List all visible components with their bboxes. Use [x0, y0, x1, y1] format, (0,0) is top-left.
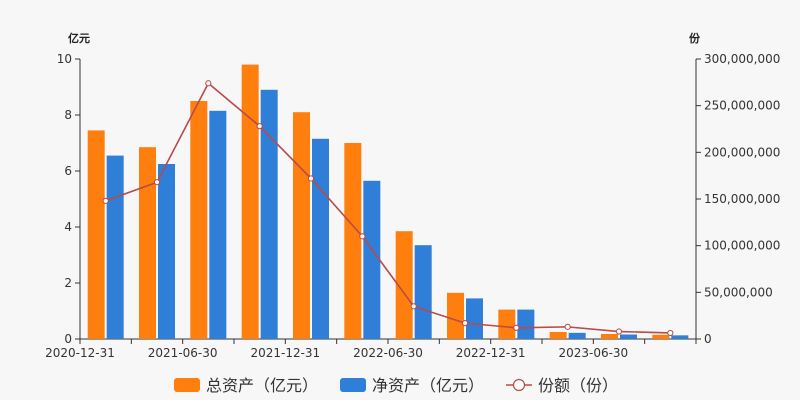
bar — [549, 332, 567, 339]
x-tick-label: 2020-12-31 — [45, 346, 115, 360]
share-point — [564, 323, 571, 330]
left-axis-unit: 亿元 — [68, 31, 90, 45]
share-point — [256, 123, 263, 130]
share-line-path — [105, 82, 671, 334]
x-tick-label: 2022-12-31 — [456, 346, 526, 360]
share-point — [205, 80, 212, 87]
share-point — [359, 233, 366, 240]
bar — [447, 292, 464, 339]
legend-label: 净资产（亿元） — [372, 376, 484, 395]
legend-item[interactable]: 份额（份） — [506, 376, 618, 395]
x-tick-label: 2021-06-30 — [148, 346, 218, 360]
left-tick-label: 6 — [64, 164, 72, 178]
legend-marker — [512, 378, 526, 392]
bar — [87, 130, 105, 339]
right-tick-label: 0 — [704, 332, 712, 346]
bar — [209, 110, 227, 339]
legend-label: 份额（份） — [538, 376, 618, 395]
bar — [312, 138, 329, 339]
axes: 0 2 4 6 8 10 0 50,000,000 100,000,000 150,000,000… — [45, 52, 780, 360]
bar — [363, 180, 381, 339]
share-point — [667, 329, 674, 337]
legend-swatch — [174, 378, 200, 392]
x-tick-label: 2021-12-31 — [250, 346, 320, 360]
right-tick-label: 200,000,000 — [704, 145, 780, 159]
bar — [568, 332, 586, 339]
bar — [466, 298, 483, 339]
legend-item[interactable]: 总资产（亿元） — [174, 376, 318, 395]
legend[interactable]: 总资产（亿元） 净资产（亿元） 份额（份） — [174, 376, 618, 395]
x-tick-label: 2022-06-30 — [353, 346, 423, 360]
share-point — [410, 303, 417, 310]
bar — [260, 89, 278, 339]
bar — [293, 112, 310, 339]
left-tick-label: 10 — [57, 52, 72, 66]
left-tick-label: 8 — [64, 108, 72, 122]
legend-label: 总资产（亿元） — [206, 376, 318, 395]
right-axis-unit: 份 — [689, 31, 701, 45]
share-point — [307, 175, 315, 182]
bar — [241, 64, 259, 339]
bar — [106, 155, 124, 339]
share-point — [615, 328, 623, 335]
bar — [344, 143, 362, 339]
left-tick-label: 4 — [64, 220, 72, 234]
bar — [190, 101, 208, 339]
right-tick-label: 50,000,000 — [704, 285, 773, 299]
bar — [139, 147, 156, 339]
share-line — [102, 80, 674, 337]
right-tick-label: 150,000,000 — [704, 192, 780, 206]
left-tick-label: 0 — [64, 332, 72, 346]
bars — [87, 64, 689, 339]
bar — [652, 334, 670, 339]
bar — [395, 231, 413, 339]
right-tick-label: 250,000,000 — [704, 99, 780, 113]
bar — [601, 333, 618, 339]
bar — [517, 309, 535, 339]
share-point — [153, 179, 161, 186]
share-point — [102, 197, 109, 204]
left-tick-label: 2 — [64, 276, 72, 290]
right-tick-label: 300,000,000 — [704, 52, 780, 66]
bar — [498, 309, 516, 339]
bar — [671, 335, 689, 339]
x-tick-label: 2023-06-30 — [558, 346, 628, 360]
legend-item[interactable]: 净资产（亿元） — [340, 376, 484, 395]
bar — [620, 334, 637, 339]
right-tick-label: 100,000,000 — [704, 239, 780, 253]
share-point — [513, 324, 520, 331]
legend-swatch — [340, 378, 366, 392]
bar — [158, 164, 175, 339]
bar — [414, 245, 432, 339]
share-point — [461, 320, 469, 327]
